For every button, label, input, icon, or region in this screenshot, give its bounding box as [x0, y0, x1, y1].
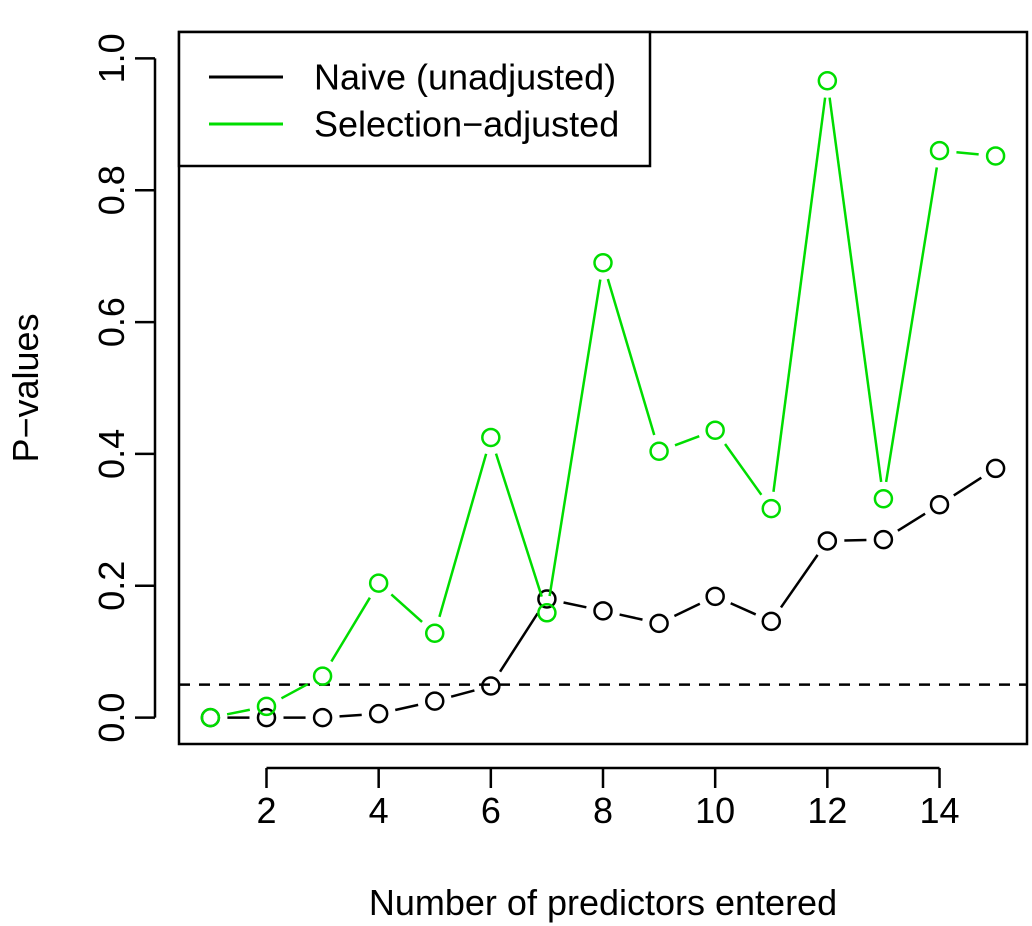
x-tick-label: 14 [919, 790, 959, 831]
data-point [593, 252, 613, 273]
data-point [985, 458, 1006, 479]
series-segment [956, 151, 979, 156]
series-segment [280, 683, 309, 700]
y-tick-label: 0.8 [91, 165, 132, 215]
legend-label-1: Selection−adjusted [314, 104, 619, 145]
x-tick-label: 6 [481, 790, 501, 831]
series-segment [548, 279, 602, 597]
series-segment [884, 167, 939, 483]
series-segment [390, 593, 423, 623]
series-segment [226, 708, 251, 716]
y-axis-label: P−values [5, 313, 46, 462]
data-point [537, 589, 557, 609]
y-tick-label: 0.4 [91, 429, 132, 479]
series-segment [330, 597, 371, 663]
series-segment [494, 453, 543, 597]
x-tick-label: 8 [593, 790, 613, 831]
data-point [481, 676, 501, 696]
series-segment [730, 602, 757, 616]
series-segment [394, 703, 419, 712]
data-point [368, 573, 389, 593]
series-segment [844, 538, 867, 542]
data-point [929, 140, 950, 161]
series-segment [606, 278, 656, 436]
data-point [985, 146, 1006, 166]
data-point [200, 707, 221, 728]
x-tick-label: 2 [256, 790, 276, 831]
data-point [873, 489, 894, 509]
series-0 [200, 458, 1006, 728]
data-point [649, 613, 669, 634]
data-point [873, 529, 894, 550]
data-point [424, 623, 445, 643]
series-segment [339, 713, 362, 718]
x-tick-label: 10 [695, 790, 735, 831]
series-segment [563, 601, 587, 609]
y-tick-label: 1.0 [91, 33, 132, 83]
series-1 [200, 71, 1006, 728]
data-point [593, 601, 613, 621]
series-segment [619, 613, 643, 621]
series-layer [200, 71, 1006, 728]
y-tick-label: 0.2 [91, 561, 132, 611]
legend: Naive (unadjusted) Selection−adjusted [177, 30, 652, 168]
x-axis-label: Number of predictors entered [369, 882, 837, 923]
series-segment [772, 97, 827, 492]
data-point [368, 703, 389, 724]
data-point [481, 427, 501, 448]
data-point [761, 611, 782, 632]
data-point [705, 420, 725, 440]
x-tick-label: 12 [807, 790, 847, 831]
x-tick-label: 4 [369, 790, 389, 831]
axes-layer: 2 4 6 8 10 12 14 0.0 0.2 0.4 0.6 0.8 1.0 [91, 33, 960, 831]
data-point [649, 441, 669, 462]
y-tick-label: 0.0 [91, 693, 132, 743]
data-point [256, 707, 277, 728]
series-segment [438, 453, 488, 618]
series-segment [724, 443, 763, 496]
data-point [312, 666, 333, 686]
legend-box [177, 30, 652, 168]
y-tick-label: 0.6 [91, 297, 132, 347]
data-point [929, 494, 950, 515]
legend-label-0: Naive (unadjusted) [314, 57, 616, 98]
series-segment [828, 97, 883, 483]
data-point [705, 586, 725, 607]
data-point [761, 498, 782, 519]
series-segment [498, 612, 539, 673]
series-segment [674, 435, 700, 447]
series-segment [897, 512, 926, 532]
series-segment [779, 554, 819, 609]
data-point [817, 531, 838, 551]
data-point [817, 71, 838, 91]
series-segment [450, 689, 475, 698]
data-point [537, 603, 557, 623]
series-segment [953, 476, 982, 497]
data-point [424, 691, 445, 711]
data-point [256, 696, 277, 717]
series-segment [673, 602, 701, 618]
data-point [312, 707, 333, 728]
